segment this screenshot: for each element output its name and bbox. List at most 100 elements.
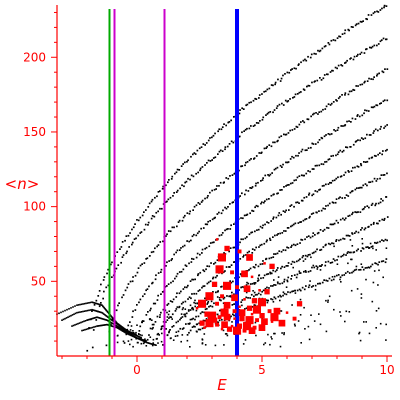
data-dot xyxy=(281,189,283,191)
data-dot xyxy=(173,253,175,256)
data-dot xyxy=(224,333,227,335)
data-dot xyxy=(107,320,109,322)
data-dot xyxy=(214,344,217,347)
data-dot xyxy=(117,304,119,307)
data-dot xyxy=(263,343,265,346)
data-dot xyxy=(126,332,128,335)
data-dot xyxy=(295,179,297,181)
data-dot xyxy=(203,285,206,287)
data-dot xyxy=(169,316,171,318)
data-dot xyxy=(354,166,356,169)
data-dot xyxy=(315,53,317,55)
data-dot xyxy=(342,125,344,127)
data-dot xyxy=(147,311,149,313)
data-dot xyxy=(342,149,345,152)
data-dot xyxy=(332,223,335,226)
data-dot xyxy=(381,218,384,221)
data-dot xyxy=(351,232,353,234)
data-dot xyxy=(282,210,285,212)
data-dot xyxy=(226,295,228,297)
data-dot xyxy=(267,299,269,302)
data-dot xyxy=(317,49,319,52)
data-dot xyxy=(209,137,211,139)
data-dot xyxy=(176,306,179,308)
data-dot xyxy=(374,262,376,264)
data-dot xyxy=(274,253,277,255)
data-dot xyxy=(168,330,170,333)
data-dot xyxy=(191,318,193,321)
data-dot xyxy=(156,195,158,198)
data-dot xyxy=(86,309,89,312)
data-dot xyxy=(272,216,275,219)
data-dot xyxy=(265,114,267,116)
data-dot xyxy=(233,223,235,225)
data-dot xyxy=(314,284,317,287)
red-point xyxy=(223,301,231,309)
data-dot xyxy=(203,319,206,322)
x-tick-label: 0 xyxy=(133,363,141,377)
data-dot xyxy=(194,305,197,308)
data-dot xyxy=(320,265,322,267)
data-dot xyxy=(139,338,141,341)
data-dot xyxy=(274,284,277,286)
data-dot xyxy=(318,164,321,167)
data-dot xyxy=(152,323,155,326)
data-dot xyxy=(366,18,368,21)
data-dot xyxy=(289,205,292,207)
data-dot xyxy=(92,329,95,331)
data-dot xyxy=(350,90,353,93)
data-dot xyxy=(334,259,336,262)
data-dot xyxy=(191,293,193,295)
data-dot xyxy=(370,204,373,206)
data-dot xyxy=(107,316,109,318)
data-dot xyxy=(300,91,302,93)
data-dot xyxy=(245,189,247,192)
data-dot xyxy=(314,234,316,236)
data-dot xyxy=(262,224,264,227)
data-dot xyxy=(68,308,70,310)
data-dot xyxy=(214,216,216,219)
data-dot xyxy=(333,275,336,278)
data-dot xyxy=(85,310,87,312)
data-dot xyxy=(384,125,387,128)
data-dot xyxy=(344,217,347,220)
data-dot xyxy=(263,242,266,245)
data-dot xyxy=(154,344,156,346)
data-dot xyxy=(218,128,221,131)
data-dot xyxy=(370,47,373,49)
data-dot xyxy=(105,286,108,289)
data-dot xyxy=(166,319,169,321)
data-dot xyxy=(157,244,160,246)
data-dot xyxy=(332,202,335,204)
data-dot xyxy=(287,276,290,279)
data-dot xyxy=(90,327,92,329)
data-dot xyxy=(116,323,118,325)
data-dot xyxy=(93,309,95,312)
data-dot xyxy=(254,184,257,187)
data-dot xyxy=(134,223,136,225)
data-dot xyxy=(272,236,274,238)
data-dot xyxy=(363,161,365,163)
data-dot xyxy=(357,53,359,56)
data-dot xyxy=(340,255,342,258)
data-dot xyxy=(303,288,306,291)
data-dot xyxy=(211,241,214,244)
data-dot xyxy=(197,328,200,331)
data-dot xyxy=(246,213,249,216)
data-dot xyxy=(296,260,298,263)
data-dot xyxy=(274,297,277,300)
data-dot xyxy=(378,72,380,75)
data-dot xyxy=(254,282,257,284)
data-dot xyxy=(313,320,316,322)
red-point xyxy=(195,307,199,310)
data-dot xyxy=(242,238,244,241)
data-dot xyxy=(287,227,290,229)
red-point xyxy=(239,316,245,322)
data-dot xyxy=(331,179,334,182)
data-dot xyxy=(296,93,299,95)
data-dot xyxy=(280,295,282,298)
red-point xyxy=(230,270,234,275)
data-dot xyxy=(353,251,356,253)
data-dot xyxy=(160,328,162,331)
data-dot xyxy=(344,197,346,199)
